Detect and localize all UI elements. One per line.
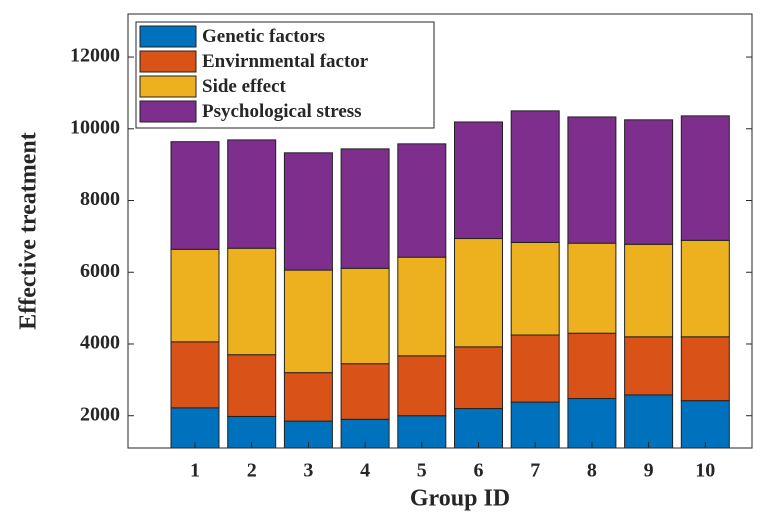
bar-segment	[170, 341, 220, 409]
y-tick-label: 6000	[80, 260, 120, 282]
bar-segment	[454, 238, 503, 348]
bar-segment	[340, 267, 390, 365]
bar-segment	[624, 243, 674, 338]
y-tick-label: 4000	[80, 332, 120, 354]
x-tick-label: 5	[417, 460, 427, 482]
bar-segment	[340, 148, 390, 269]
bar-segment	[510, 241, 560, 336]
x-tick-label: 3	[303, 460, 313, 482]
legend-label: Envirnmental factor	[202, 51, 369, 72]
bar-segment	[227, 139, 277, 249]
bar-segment	[227, 354, 277, 417]
bar-segment	[624, 336, 674, 396]
bar-segment	[624, 119, 674, 245]
x-tick-label: 6	[474, 460, 484, 482]
bar-segment	[454, 121, 503, 240]
bar-segment	[397, 355, 447, 417]
bar-segment	[510, 334, 560, 403]
bar-segment	[397, 256, 447, 357]
bar-segment	[510, 110, 560, 243]
legend-swatch	[139, 100, 197, 123]
bar-segment	[283, 152, 333, 271]
bar-segment	[283, 372, 333, 422]
axes-box	[127, 13, 753, 449]
bar-segment	[170, 248, 220, 343]
y-tick-label: 8000	[80, 188, 120, 210]
legend-swatch	[139, 75, 197, 98]
bar-segment	[567, 242, 617, 334]
bar-segment	[340, 363, 390, 420]
legend-label: Genetic factors	[202, 26, 325, 47]
x-tick-label: 4	[360, 460, 370, 482]
y-tick-label: 10000	[70, 116, 120, 138]
x-tick-label: 7	[530, 460, 540, 482]
legend-swatch	[139, 50, 197, 73]
bar-segment	[567, 116, 617, 244]
bar-segment	[510, 401, 560, 449]
x-tick-label: 2	[247, 460, 257, 482]
x-tick-label: 10	[695, 460, 715, 482]
bar-segment	[567, 332, 617, 400]
y-tick-label: 2000	[80, 403, 120, 425]
bar-segment	[680, 239, 730, 338]
bar-segment	[397, 143, 447, 258]
x-tick-label: 8	[587, 460, 597, 482]
legend-label: Psychological stress	[202, 101, 362, 122]
bar-segment	[567, 398, 617, 449]
bar-segment	[454, 346, 503, 410]
x-tick-label: 1	[190, 460, 200, 482]
legend-label: Side effect	[202, 76, 287, 97]
x-tick-label: 9	[644, 460, 654, 482]
x-axis-label: Group ID	[410, 486, 510, 512]
bar-segment	[624, 394, 674, 449]
bar-segment	[170, 141, 220, 250]
bar-segment	[680, 336, 730, 402]
bar-segment	[680, 400, 730, 449]
legend-swatch	[139, 25, 197, 48]
bar-segment	[170, 407, 220, 449]
y-tick-label: 12000	[70, 45, 120, 67]
y-axis-label: Effective treatment	[16, 132, 42, 329]
bar-segment	[283, 269, 333, 374]
bar-segment	[227, 247, 277, 356]
bar-segment	[680, 115, 730, 241]
